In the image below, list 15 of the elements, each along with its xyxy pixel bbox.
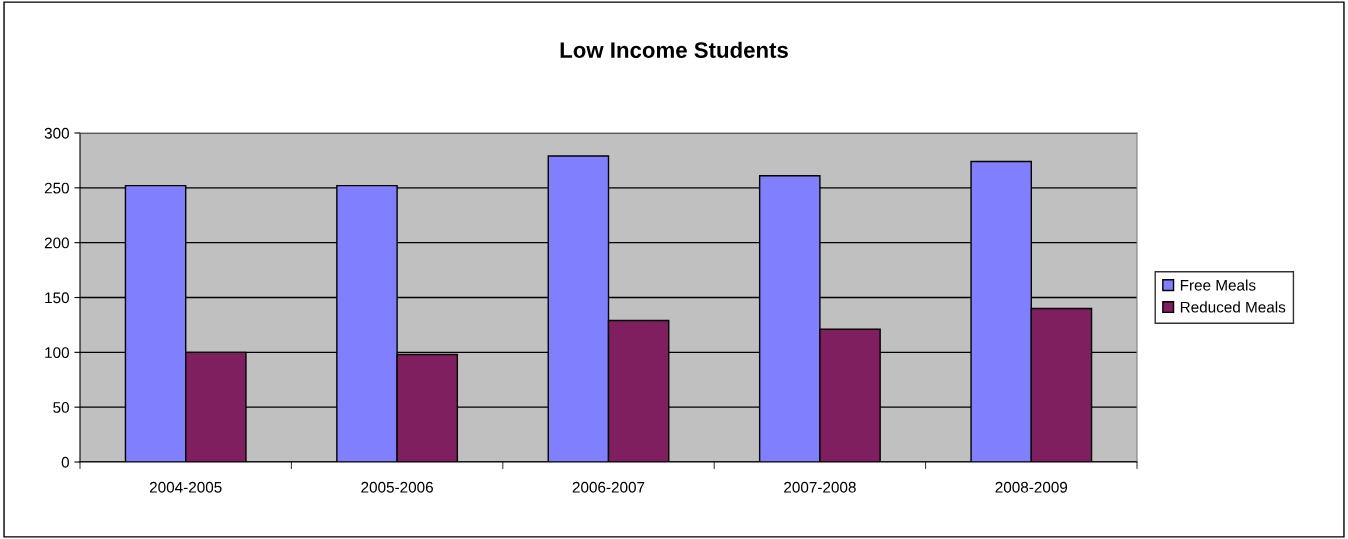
y-tick-label: 250 [44, 182, 69, 194]
x-tick-label: 2007-2008 [784, 481, 856, 493]
legend-label: Reduced Meals [1180, 301, 1286, 313]
y-tick-label: 200 [44, 237, 69, 249]
x-tick-label: 2008-2009 [995, 481, 1068, 493]
y-tick-label: 100 [45, 347, 69, 359]
y-tick-label: 300 [44, 127, 69, 139]
y-tick-label: 50 [53, 402, 69, 413]
x-tick-label: 2005-2006 [361, 481, 433, 493]
x-tick-label: 2006-2007 [572, 481, 645, 493]
chart-title: Low Income Students [560, 41, 788, 58]
y-tick-label: 150 [45, 292, 69, 304]
y-tick-label: 0 [61, 456, 69, 468]
x-tick-label: 2004-2005 [149, 481, 222, 493]
legend-label: Free Meals [1180, 279, 1256, 291]
